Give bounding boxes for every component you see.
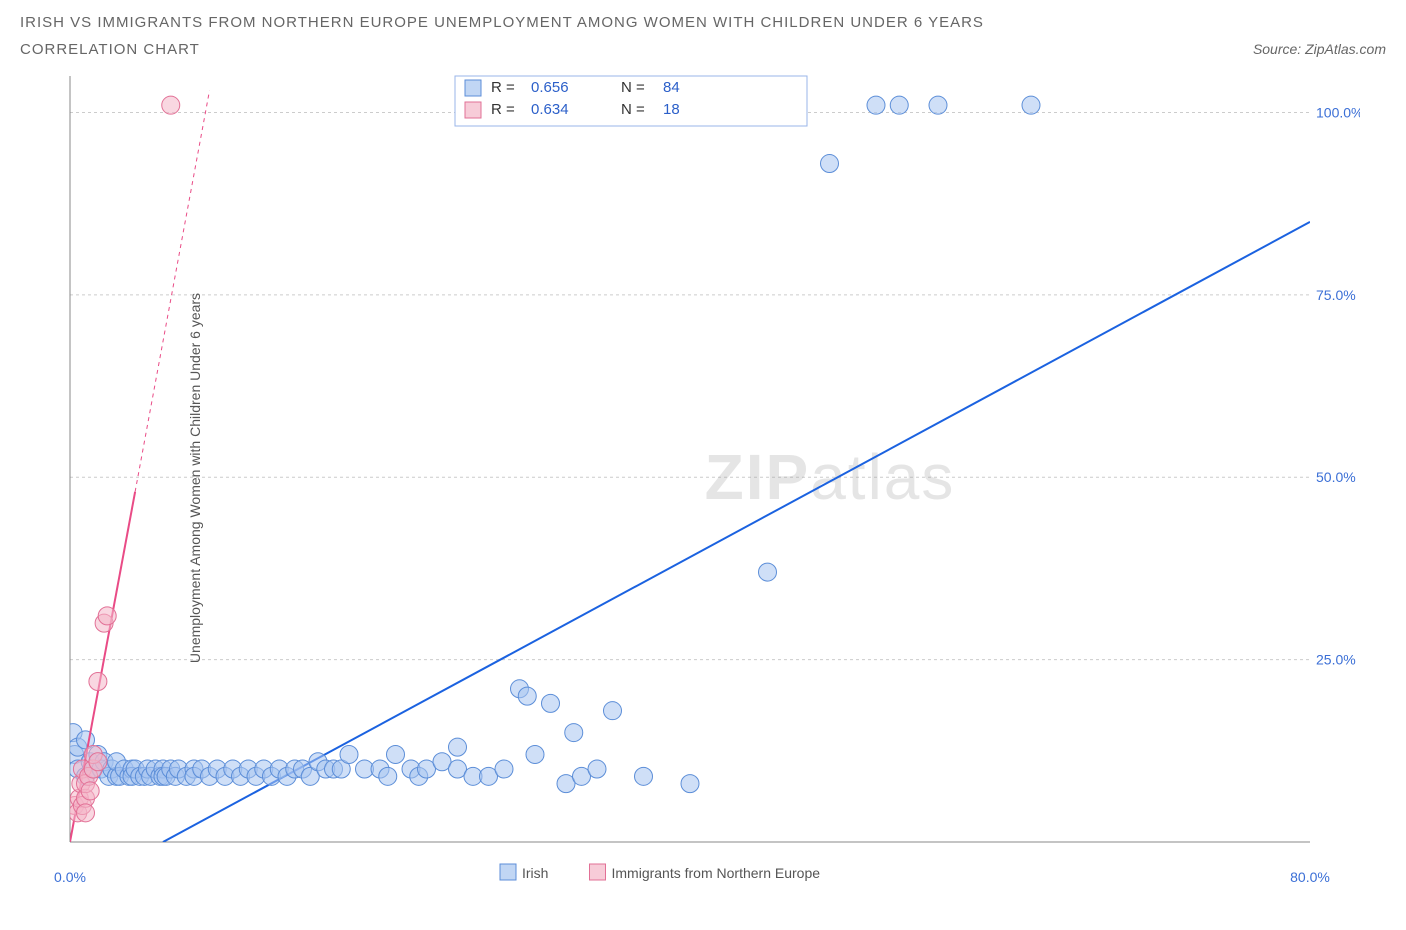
svg-text:18: 18 xyxy=(663,101,680,118)
svg-text:75.0%: 75.0% xyxy=(1316,287,1356,303)
svg-text:N =: N = xyxy=(621,101,645,118)
svg-text:50.0%: 50.0% xyxy=(1316,469,1356,485)
svg-text:Irish: Irish xyxy=(522,865,548,881)
svg-text:100.0%: 100.0% xyxy=(1316,104,1360,120)
svg-text:N =: N = xyxy=(621,79,645,96)
source-label: Source: ZipAtlas.com xyxy=(1253,41,1386,57)
svg-text:0.656: 0.656 xyxy=(531,79,569,96)
y-axis-label: Unemployment Among Women with Children U… xyxy=(187,293,203,663)
chart-container: Unemployment Among Women with Children U… xyxy=(20,68,1386,888)
correlation-scatter-chart: 25.0% 50.0% 75.0% 100.0% 0.0% 80.0% ZIPatlas R … xyxy=(20,68,1360,888)
svg-text:25.0%: 25.0% xyxy=(1316,652,1356,668)
svg-text:ZIPatlas: ZIPatlas xyxy=(705,441,956,513)
svg-text:84: 84 xyxy=(663,79,680,96)
page-title: IRISH VS IMMIGRANTS FROM NORTHERN EUROPE… xyxy=(20,14,1386,31)
svg-text:0.634: 0.634 xyxy=(531,101,569,118)
chart-subtitle: CORRELATION CHART xyxy=(20,41,200,58)
svg-text:R =: R = xyxy=(491,79,515,96)
subtitle-row: CORRELATION CHART Source: ZipAtlas.com xyxy=(20,41,1386,58)
svg-text:R =: R = xyxy=(491,101,515,118)
svg-text:80.0%: 80.0% xyxy=(1290,869,1330,885)
svg-text:0.0%: 0.0% xyxy=(54,869,86,885)
svg-text:Immigrants from Northern Europ: Immigrants from Northern Europe xyxy=(612,865,821,881)
